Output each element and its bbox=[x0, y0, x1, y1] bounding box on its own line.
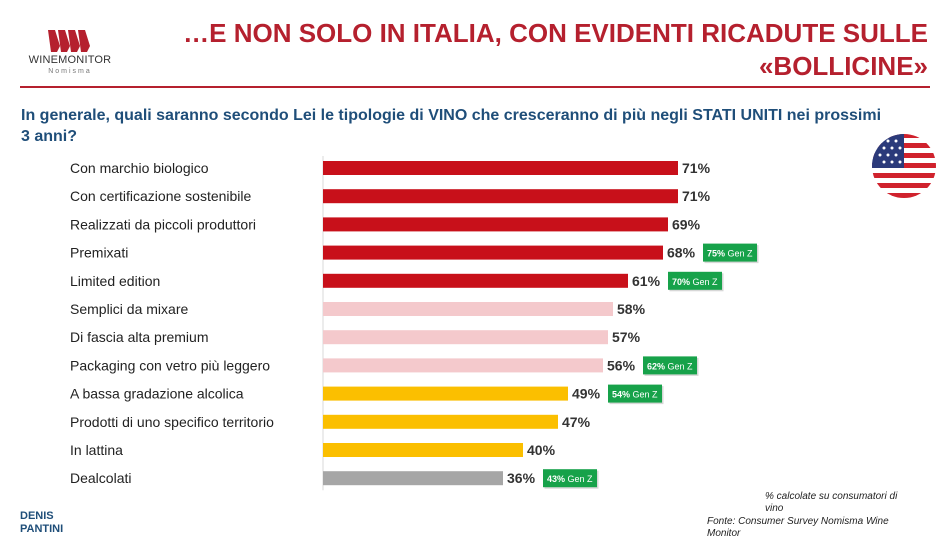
usa-flag-icon bbox=[872, 134, 936, 198]
value-label: 69% bbox=[672, 216, 701, 232]
genz-badge bbox=[668, 271, 722, 290]
category-label: In lattina bbox=[70, 442, 123, 458]
wine-monitor-logo: WINEMONITOR Nomisma bbox=[20, 30, 120, 78]
survey-question: In generale, quali saranno secondo Lei l… bbox=[21, 105, 891, 147]
value-label: 36% bbox=[507, 470, 536, 486]
value-label: 57% bbox=[612, 329, 641, 345]
category-label: Premixati bbox=[70, 245, 128, 261]
slide-title-line2: «BOLLICINE» bbox=[758, 51, 928, 81]
genz-suffix: Gen Z bbox=[665, 361, 693, 371]
genz-value: 70% bbox=[672, 277, 690, 287]
genz-badge bbox=[608, 384, 662, 403]
value-label: 68% bbox=[667, 245, 696, 261]
source-note: Fonte: Consumer Survey Nomisma Wine Moni… bbox=[707, 516, 889, 539]
category-label: Prodotti di uno specifico territorio bbox=[70, 414, 274, 430]
bar bbox=[323, 302, 613, 316]
slide-title-line1: …E NON SOLO IN ITALIA, CON EVIDENTI RICA… bbox=[183, 18, 928, 48]
logo-subtext: Nomisma bbox=[48, 68, 92, 75]
bar bbox=[323, 189, 678, 204]
bar bbox=[323, 386, 568, 401]
genz-value: 75% bbox=[707, 249, 725, 259]
question-prefix: In generale, quali saranno secondo Lei l… bbox=[21, 107, 693, 124]
author-first-name: DENIS bbox=[20, 510, 54, 522]
category-label: Di fascia alta premium bbox=[70, 329, 209, 345]
value-label: 56% bbox=[607, 357, 636, 373]
bar bbox=[323, 161, 678, 175]
percentage-note: % calcolate su consumatori di vino bbox=[765, 491, 898, 514]
bar bbox=[323, 471, 503, 486]
genz-suffix: Gen Z bbox=[565, 474, 593, 484]
category-label: Limited edition bbox=[70, 273, 160, 289]
question-highlight: STATI UNITI bbox=[692, 107, 783, 124]
genz-suffix: Gen Z bbox=[690, 277, 718, 287]
genz-value: 54% bbox=[612, 390, 630, 400]
wine-monitor-logo-icon bbox=[48, 30, 90, 52]
genz-value: 62% bbox=[647, 361, 665, 371]
author-name: DENIS PANTINI bbox=[20, 510, 63, 536]
genz-value: 43% bbox=[547, 474, 565, 484]
bar bbox=[323, 358, 603, 373]
author-last-name: PANTINI bbox=[20, 523, 64, 535]
category-label: A bassa gradazione alcolica bbox=[70, 386, 244, 402]
category-label: Con certificazione sostenibile bbox=[70, 188, 252, 204]
genz-badge-label: 43% Gen Z bbox=[547, 474, 593, 484]
slide-title: …E NON SOLO IN ITALIA, CON EVIDENTI RICA… bbox=[168, 17, 928, 83]
bar bbox=[323, 217, 668, 232]
category-label: Packaging con vetro più leggero bbox=[70, 357, 270, 373]
title-divider bbox=[20, 86, 930, 88]
bar bbox=[323, 443, 523, 457]
value-label: 40% bbox=[527, 442, 556, 458]
genz-badge bbox=[703, 243, 757, 262]
category-label: Dealcolati bbox=[70, 470, 131, 486]
genz-badge-label: 70% Gen Z bbox=[672, 277, 718, 287]
genz-badge-label: 75% Gen Z bbox=[707, 249, 753, 259]
bar bbox=[323, 414, 558, 429]
question-suffix: nei prossimi 3 anni? bbox=[21, 107, 882, 145]
genz-badge-label: 54% Gen Z bbox=[612, 390, 658, 400]
value-label: 47% bbox=[562, 414, 591, 430]
category-label: Con marchio biologico bbox=[70, 160, 209, 176]
genz-badge bbox=[643, 356, 697, 375]
genz-suffix: Gen Z bbox=[630, 390, 658, 400]
value-label: 71% bbox=[682, 160, 711, 176]
value-label: 49% bbox=[572, 386, 601, 402]
value-label: 71% bbox=[682, 188, 711, 204]
category-label: Realizzati da piccoli produttori bbox=[70, 216, 256, 232]
bar bbox=[323, 330, 608, 345]
genz-suffix: Gen Z bbox=[725, 249, 753, 259]
bar bbox=[323, 245, 663, 260]
value-label: 58% bbox=[617, 301, 646, 317]
category-label: Semplici da mixare bbox=[70, 301, 188, 317]
logo-text: WINEMONITOR bbox=[28, 54, 112, 66]
bar bbox=[323, 273, 628, 288]
genz-badge bbox=[543, 469, 597, 488]
genz-badge-label: 62% Gen Z bbox=[647, 361, 693, 371]
value-label: 61% bbox=[632, 273, 661, 289]
